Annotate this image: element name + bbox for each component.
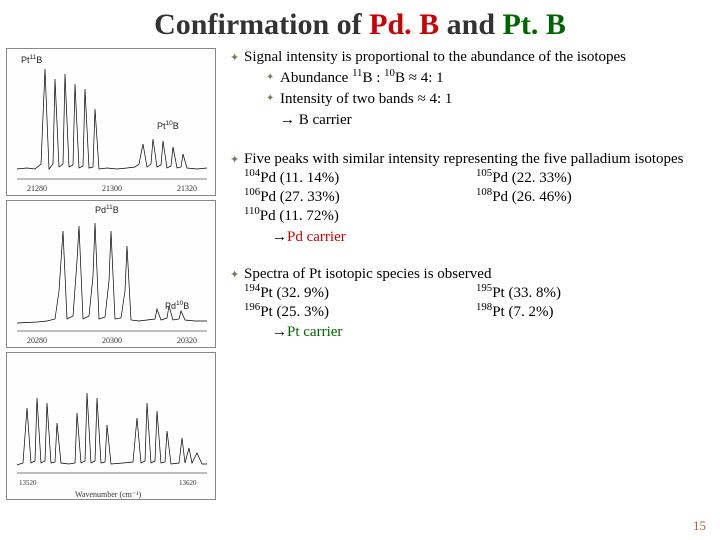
svg-text:20280: 20280 bbox=[27, 336, 47, 345]
svg-text:13520: 13520 bbox=[19, 479, 37, 487]
text-column: ✦ Signal intensity is proportional to th… bbox=[216, 48, 708, 500]
sub-bullet-icon: ✦ bbox=[266, 69, 280, 88]
title-part-2: Pd. B bbox=[369, 8, 439, 41]
sub-bullet-icon: ✦ bbox=[266, 90, 280, 129]
svg-text:21280: 21280 bbox=[27, 184, 47, 193]
spectrum-2-svg: 20280 20300 20320 bbox=[7, 201, 216, 348]
bullet-icon: ✦ bbox=[230, 150, 244, 247]
content-area: 21280 21300 21320 Pt11B Pt10B 20280 2030… bbox=[0, 48, 720, 500]
title-part-3: and bbox=[439, 8, 502, 41]
spectrum-pt-isotopes: 13520 13620 Wavenumber (cm⁻¹) bbox=[6, 352, 216, 500]
b2-lead: Five peaks with similar intensity repres… bbox=[244, 151, 684, 167]
svg-text:21300: 21300 bbox=[102, 184, 122, 193]
b3-lead: Spectra of Pt isotopic species is observ… bbox=[244, 266, 491, 282]
isotope-entry: 198Pt (7. 2%) bbox=[476, 303, 708, 322]
isotope-entry: 110Pd (11. 72%) bbox=[244, 207, 476, 226]
bullet-icon: ✦ bbox=[230, 48, 244, 132]
spectrum-pt-b: 21280 21300 21320 Pt11B Pt10B bbox=[6, 48, 216, 196]
slide-title: Confirmation of Pd. B and Pt. B bbox=[0, 0, 720, 48]
label-pt10b: Pt10B bbox=[157, 121, 179, 131]
block-3: ✦ Spectra of Pt isotopic species is obse… bbox=[230, 265, 708, 343]
svg-text:20320: 20320 bbox=[177, 336, 197, 345]
isotope-entry: 108Pd (26. 46%) bbox=[476, 188, 708, 207]
label-pd11b: Pd11B bbox=[95, 205, 119, 215]
svg-text:21320: 21320 bbox=[177, 184, 197, 193]
isotope-entry: 194Pt (32. 9%) bbox=[244, 284, 476, 303]
b1-lead: Signal intensity is proportional to the … bbox=[244, 49, 626, 65]
b-carrier: B carrier bbox=[295, 112, 352, 128]
spectrum-3-svg: 13520 13620 Wavenumber (cm⁻¹) bbox=[7, 353, 216, 500]
isotope-entry: 106Pd (27. 33%) bbox=[244, 188, 476, 207]
label-pt11b: Pt11B bbox=[21, 55, 42, 65]
svg-text:13620: 13620 bbox=[179, 479, 197, 487]
isotope-entry: 104Pd (11. 14%) bbox=[244, 169, 476, 188]
spectra-column: 21280 21300 21320 Pt11B Pt10B 20280 2030… bbox=[6, 48, 216, 500]
svg-text:20300: 20300 bbox=[102, 336, 122, 345]
pd-isotope-grid: 104Pd (11. 14%)105Pd (22. 33%)106Pd (27.… bbox=[244, 169, 708, 227]
isotope-entry: 195Pt (33. 8%) bbox=[476, 284, 708, 303]
spectrum-1-svg: 21280 21300 21320 bbox=[7, 49, 216, 196]
title-part-4: Pt. B bbox=[503, 8, 566, 41]
spectrum-pd-b: 20280 20300 20320 Pd11B Pd10B bbox=[6, 200, 216, 348]
title-part-1: Confirmation of bbox=[154, 8, 369, 41]
pt-carrier: Pt carrier bbox=[287, 324, 342, 340]
page-number: 15 bbox=[693, 518, 706, 534]
svg-text:Wavenumber (cm⁻¹): Wavenumber (cm⁻¹) bbox=[75, 490, 142, 499]
block-1: ✦ Signal intensity is proportional to th… bbox=[230, 48, 708, 132]
label-pd10b: Pd10B bbox=[165, 301, 189, 311]
pt-isotope-grid: 194Pt (32. 9%)195Pt (33. 8%)196Pt (25. 3… bbox=[244, 284, 708, 322]
isotope-entry: 196Pt (25. 3%) bbox=[244, 303, 476, 322]
isotope-entry: 105Pd (22. 33%) bbox=[476, 169, 708, 188]
block-2: ✦ Five peaks with similar intensity repr… bbox=[230, 150, 708, 247]
bullet-icon: ✦ bbox=[230, 265, 244, 343]
pd-carrier: Pd carrier bbox=[287, 229, 346, 245]
